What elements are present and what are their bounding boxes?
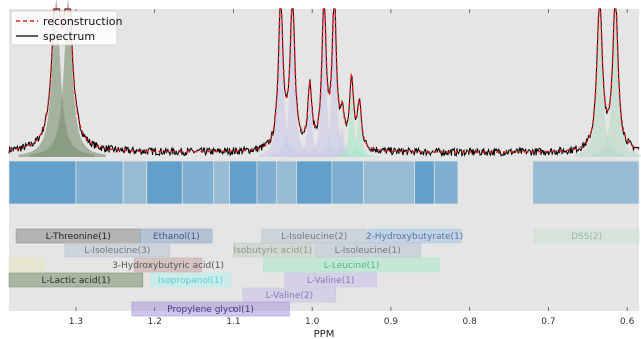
x-tick-label: 0.6 — [620, 317, 635, 327]
x-axis-ticks: 1.3 1.2 1.1 1.0 0.9 0.8 0.7 0.6 — [69, 9, 635, 327]
band-ethanol-1 — [140, 228, 213, 244]
peak-fill — [258, 9, 303, 157]
x-tick-label: 1.0 — [305, 317, 320, 327]
band-label: Ethanol(1) — [153, 232, 200, 242]
x-axis-label: PPM — [314, 329, 335, 339]
band-label: L-Valine(2) — [266, 291, 314, 301]
band-isobutyric-acid-1 — [233, 242, 313, 258]
peak-fill — [18, 0, 95, 157]
band-label: L-Leucine(1) — [324, 261, 380, 271]
band-label: Propylene glycol(1) — [167, 305, 254, 315]
bin-segment — [75, 160, 124, 205]
peak-fill — [340, 111, 379, 157]
band-label: DSS(2) — [571, 232, 602, 242]
peak-fill — [290, 96, 329, 157]
band-l-isoleucine-1 — [314, 242, 422, 258]
peak-fill — [332, 89, 371, 157]
bin-segment — [532, 160, 640, 205]
x-tick-label: 0.7 — [541, 317, 555, 327]
x-tick-label: 1.3 — [69, 317, 83, 327]
bin-bar — [8, 160, 640, 205]
peak-fill — [574, 6, 625, 157]
band-label: 3-Hydroxybutyric acid(1) — [112, 261, 224, 271]
x-tick-label: 0.9 — [384, 317, 399, 327]
band-label: L-Threonine(1) — [46, 232, 111, 242]
band-label: L-Lactic acid(1) — [42, 276, 111, 286]
bin-segment — [229, 160, 258, 205]
bin-segment — [8, 160, 77, 205]
bin-segment — [256, 160, 278, 205]
peak-fill — [270, 9, 315, 157]
band-propylene-glycol-1 — [131, 301, 290, 317]
bin-segment — [122, 160, 148, 205]
bin-segment — [363, 160, 415, 205]
bin-segment — [146, 160, 183, 205]
band-label: Isobutyric acid(1) — [234, 246, 313, 256]
band-label: L-Valine(1) — [307, 276, 355, 286]
legend-label-reconstruction: reconstruction — [43, 15, 122, 28]
bin-segment — [213, 160, 230, 205]
bin-segment — [276, 160, 297, 205]
band-3-hydroxybutyric-acid-1 — [133, 257, 203, 273]
x-tick-label: 0.8 — [463, 317, 478, 327]
band-label: Isopropanol(1) — [158, 276, 223, 286]
band-label: L-Isoleucine(3) — [84, 246, 150, 256]
bin-segment — [296, 160, 333, 205]
peak-fill — [305, 6, 343, 157]
bin-segment — [331, 160, 364, 205]
bin-segment — [181, 160, 215, 205]
peak-fill — [315, 6, 354, 157]
band-dss-2 — [533, 228, 640, 244]
band-label: L-Isoleucine(1) — [335, 246, 401, 256]
peak-fill — [323, 126, 362, 157]
peak-fill — [30, 0, 106, 157]
x-tick-label: 1.1 — [226, 317, 240, 327]
peak-fill — [590, 6, 641, 157]
bin-segment — [433, 160, 459, 205]
band-l-lactic-acid-1 — [8, 272, 144, 288]
band-label: 2-Hydroxybutyrate(1) — [366, 232, 463, 242]
band-label: L-Isoleucine(2) — [281, 232, 347, 242]
band-l-isoleucine-2 — [261, 228, 367, 244]
bin-segment — [414, 160, 435, 205]
legend-label-spectrum: spectrum — [43, 30, 95, 43]
peak-fills — [18, 0, 641, 157]
band-l-valine-1 — [284, 272, 378, 288]
band-l-leucine-1 — [263, 257, 441, 273]
reconstruction-line — [8, 8, 640, 153]
band-isopropanol-1 — [150, 272, 231, 288]
band-unlabeled-8 — [8, 257, 45, 273]
legend: reconstruction spectrum — [10, 10, 122, 46]
x-tick-label: 1.2 — [148, 317, 162, 327]
compound-bands: L-Threonine(1) Ethanol(1) L-Isoleucine(2) 2… — [8, 228, 640, 317]
band-l-isoleucine-3 — [64, 242, 170, 258]
